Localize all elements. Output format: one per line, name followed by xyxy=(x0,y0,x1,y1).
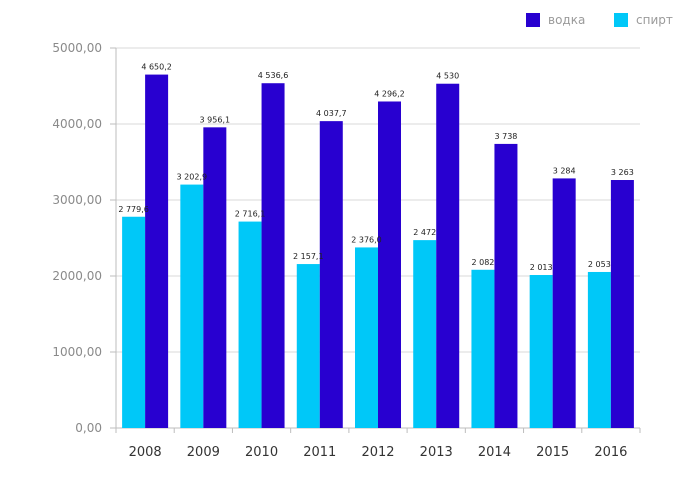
bar-спирт-2011 xyxy=(296,264,320,428)
bars xyxy=(122,74,634,429)
x-tick-label: 2010 xyxy=(245,445,278,460)
bar-спирт-2010 xyxy=(238,221,262,428)
x-tick-label: 2016 xyxy=(594,445,627,460)
bar-спирт-2008 xyxy=(122,216,146,428)
data-label: 2 013 xyxy=(530,263,553,272)
data-label: 2 082 xyxy=(471,258,494,267)
data-label: 3 202,9 xyxy=(177,173,208,182)
data-label: 2 053 xyxy=(588,260,611,269)
bar-водка-2016 xyxy=(610,180,634,428)
bar-спирт-2015 xyxy=(529,275,553,428)
axes: 0,00 1000,00 2000,00 3000,00 4000,00 5000,00 2… xyxy=(52,41,641,460)
bar-водка-2009 xyxy=(203,127,227,429)
y-tick-label: 0,00 xyxy=(75,421,102,435)
data-label: 4 650,2 xyxy=(141,63,172,72)
data-label: 4 530 xyxy=(436,72,459,81)
data-label: 2 716,1 xyxy=(235,210,266,219)
y-tick-label: 1000,00 xyxy=(52,345,102,359)
bar-спирт-2014 xyxy=(471,269,495,428)
y-tick-label: 2000,00 xyxy=(52,269,102,283)
bar-спирт-2012 xyxy=(355,247,378,428)
y-tick-label: 5000,00 xyxy=(52,41,102,55)
legend-label-водка: водка xyxy=(548,13,585,27)
data-label: 4 536,6 xyxy=(258,71,289,80)
x-tick-label: 2015 xyxy=(536,445,569,460)
y-tick-label: 4000,00 xyxy=(52,117,102,131)
x-tick-label: 2013 xyxy=(420,445,453,460)
legend-label-спирт: спирт xyxy=(636,13,673,27)
bar-водка-2014 xyxy=(494,143,518,429)
data-label: 3 956,1 xyxy=(200,115,231,124)
x-tick-label: 2008 xyxy=(129,445,162,460)
data-label: 2 779,6 xyxy=(118,205,149,214)
bar-спирт-2016 xyxy=(587,271,611,428)
x-tick-label: 2014 xyxy=(478,445,511,460)
legend-swatch-спирт xyxy=(614,13,628,27)
bar-спирт-2013 xyxy=(413,240,437,428)
data-label: 3 284 xyxy=(553,166,576,175)
data-label: 3 263 xyxy=(611,168,634,177)
x-tick-label: 2009 xyxy=(187,445,220,460)
y-tick-label: 3000,00 xyxy=(52,193,102,207)
data-label: 3 738 xyxy=(494,132,517,141)
legend: водка спирт xyxy=(526,13,673,27)
bar-водка-2013 xyxy=(436,83,460,428)
data-label: 2 157,1 xyxy=(293,252,324,261)
bar-спирт-2009 xyxy=(180,184,204,428)
data-label: 2 472 xyxy=(413,228,436,237)
bar-водка-2008 xyxy=(145,74,169,428)
data-label: 4 296,2 xyxy=(374,89,405,98)
bar-водка-2015 xyxy=(552,178,576,428)
x-tick-label: 2011 xyxy=(303,445,336,460)
bar-водка-2011 xyxy=(319,121,343,429)
data-label: 2 376,0 xyxy=(351,235,382,244)
data-label: 4 037,7 xyxy=(316,109,347,118)
x-tick-label: 2012 xyxy=(361,445,394,460)
data-labels: 2 779,6 3 202,9 2 716,1 2 157,1 2 376,0 2 472… xyxy=(118,63,634,272)
legend-swatch-водка xyxy=(526,13,540,27)
bar-водка-2010 xyxy=(261,83,285,429)
bar-водка-2012 xyxy=(378,101,401,428)
